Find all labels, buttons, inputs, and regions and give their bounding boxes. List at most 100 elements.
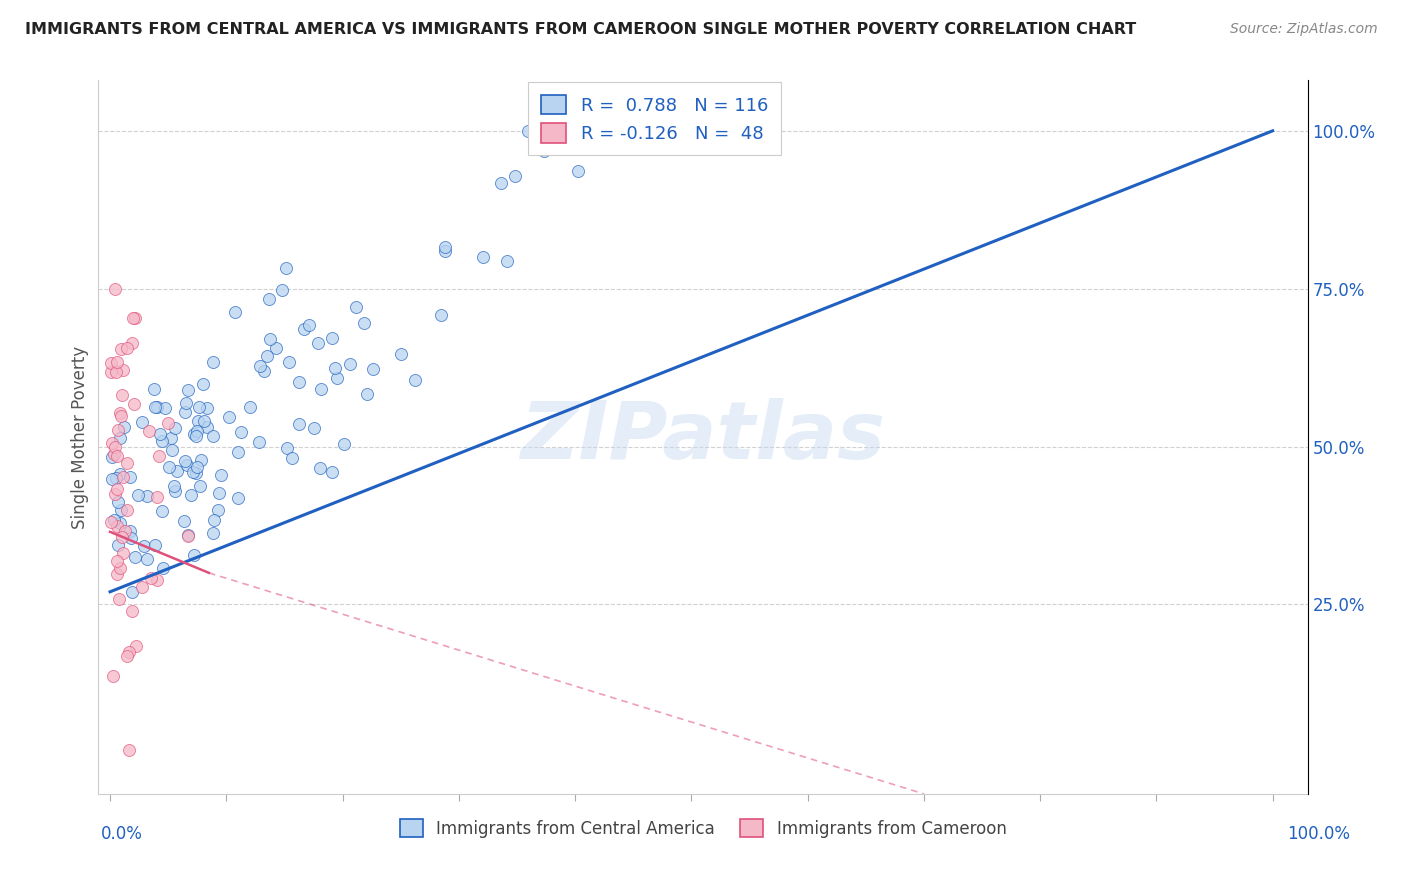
Point: [389, 347, 412, 361]
Point: [122, 397, 145, 411]
Point: [105, 567, 128, 582]
Point: [115, 648, 138, 663]
Point: [121, 335, 143, 350]
Point: [264, 341, 287, 355]
Point: [136, 551, 159, 566]
Point: [434, 244, 457, 258]
Point: [183, 426, 205, 441]
Point: [104, 471, 127, 485]
Point: [105, 553, 128, 567]
Point: [118, 470, 141, 484]
Point: [533, 145, 555, 159]
Point: [356, 387, 378, 401]
Point: [177, 529, 200, 543]
Point: [188, 479, 211, 493]
Point: [173, 514, 195, 528]
Point: [339, 358, 361, 372]
Point: [118, 524, 141, 538]
Point: [186, 429, 208, 443]
Point: [298, 318, 321, 333]
Point: [110, 409, 132, 423]
Point: [433, 240, 456, 254]
Point: [495, 253, 517, 268]
Point: [111, 530, 134, 544]
Point: [100, 355, 122, 369]
Point: [125, 639, 148, 653]
Point: [176, 458, 198, 472]
Point: [146, 490, 169, 504]
Point: [323, 361, 346, 376]
Point: [118, 645, 141, 659]
Point: [567, 164, 589, 178]
Point: [173, 454, 195, 468]
Point: [100, 365, 122, 379]
Point: [103, 447, 125, 461]
Point: [105, 365, 128, 379]
Point: [112, 546, 135, 560]
Point: [104, 282, 127, 296]
Point: [281, 450, 304, 465]
Point: [115, 456, 138, 470]
Point: [101, 450, 124, 464]
Point: [257, 292, 280, 306]
Point: [105, 482, 128, 496]
Point: [107, 538, 129, 552]
Point: [276, 260, 298, 275]
Point: [132, 539, 155, 553]
Point: [183, 548, 205, 562]
Point: [114, 524, 136, 538]
Point: [101, 472, 124, 486]
Point: [163, 483, 186, 498]
Point: [404, 374, 426, 388]
Point: [472, 251, 495, 265]
Point: [195, 420, 218, 434]
Point: [112, 420, 135, 434]
Point: [218, 409, 240, 424]
Point: [159, 431, 181, 445]
Point: [253, 364, 276, 378]
Point: [162, 479, 184, 493]
Point: [195, 401, 218, 415]
Point: [121, 604, 143, 618]
Point: [190, 453, 212, 467]
Point: [110, 343, 132, 357]
Point: [111, 387, 134, 401]
Point: [209, 467, 232, 482]
Point: [138, 424, 160, 438]
Point: [304, 421, 326, 435]
Point: [108, 431, 131, 445]
Point: [202, 429, 225, 443]
Point: [186, 460, 208, 475]
Point: [276, 441, 298, 455]
Text: ZIPatlas: ZIPatlas: [520, 398, 886, 476]
Point: [115, 503, 138, 517]
Point: [146, 401, 169, 415]
Point: [307, 335, 329, 350]
Point: [224, 305, 246, 319]
Point: [287, 417, 309, 431]
Point: [105, 450, 128, 464]
Point: [292, 322, 315, 336]
Point: [333, 436, 356, 450]
Point: [186, 424, 208, 438]
Point: [193, 414, 215, 428]
Point: [202, 526, 225, 541]
Point: [143, 401, 166, 415]
Point: [104, 486, 127, 500]
Point: [249, 359, 271, 373]
Point: [135, 489, 157, 503]
Point: [150, 434, 173, 449]
Point: [517, 124, 540, 138]
Point: [288, 375, 311, 389]
Point: [101, 669, 124, 683]
Point: [353, 316, 375, 330]
Point: [177, 383, 200, 397]
Point: [180, 488, 202, 502]
Point: [121, 584, 143, 599]
Point: [278, 354, 301, 368]
Point: [173, 405, 195, 419]
Point: [103, 513, 125, 527]
Point: [110, 561, 132, 575]
Point: [131, 416, 153, 430]
Point: [117, 742, 139, 756]
